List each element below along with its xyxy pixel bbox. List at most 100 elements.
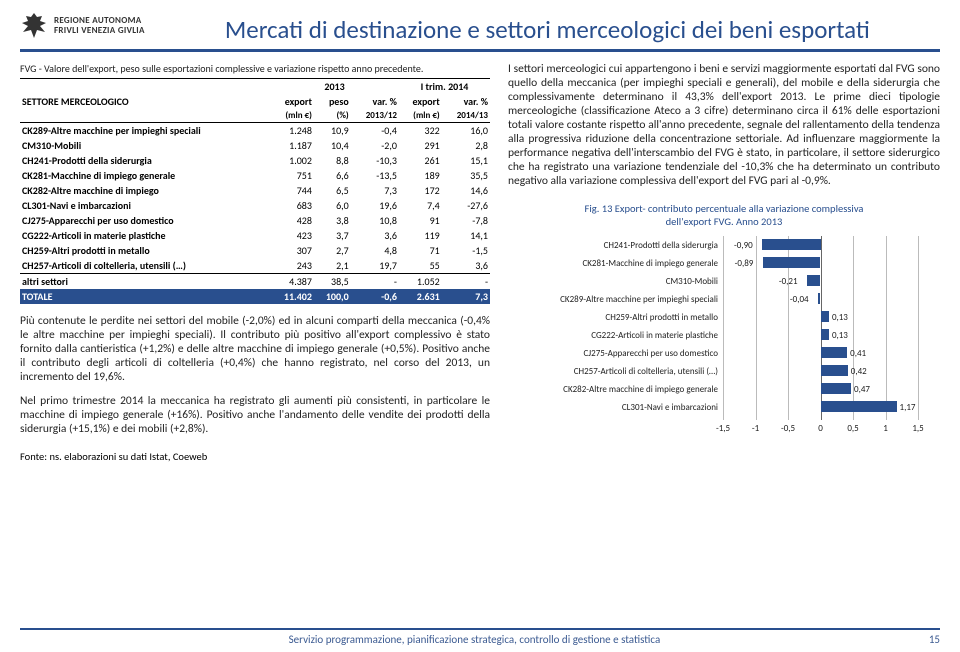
table-cell: CH259-Altri prodotti in metallo (20, 243, 270, 258)
region-name: REGIONE AUTONOMA FRIVLI VENEZIA GIVLIA (54, 16, 145, 36)
table-cell: 751 (270, 168, 314, 183)
table-cell: 322 (399, 123, 442, 139)
table-cell: 71 (399, 243, 442, 258)
x-tick-label: -1 (752, 423, 759, 434)
table-cell: 2,1 (314, 258, 351, 274)
unit-5: 2014/13 (442, 109, 490, 123)
bar-value-label: 0,42 (851, 366, 867, 377)
table-cell: 19,7 (351, 258, 399, 274)
table-cell: CM310-Mobili (20, 138, 270, 153)
chart-bar (821, 347, 848, 358)
bar-value-label: -0,04 (790, 294, 809, 305)
table-cell: -13,5 (351, 168, 399, 183)
x-tick-label: -1,5 (716, 423, 730, 434)
table-cell: -10,3 (351, 153, 399, 168)
unit-3: 2013/12 (351, 109, 399, 123)
table-cell: 261 (399, 153, 442, 168)
chart-bar (818, 293, 821, 304)
table-cell: 1.248 (270, 123, 314, 139)
chart-bar (821, 329, 829, 340)
table-row: CK289-Altre macchine per impieghi specia… (20, 123, 490, 139)
category-label: CK281-Macchine di impiego generale (508, 258, 718, 269)
table-cell: 3,6 (351, 228, 399, 243)
table-cell: 172 (399, 183, 442, 198)
left-column: FVG - Valore dell'export, peso sulle esp… (20, 62, 490, 463)
category-label: CK282-Altre macchine di impiego generale (508, 384, 718, 395)
col-var2: var. % (442, 94, 490, 109)
gridline (723, 236, 724, 420)
table-cell: 15,1 (442, 153, 490, 168)
table-cell: 3,8 (314, 213, 351, 228)
table-cell: CH241-Prodotti della siderurgia (20, 153, 270, 168)
category-label: CH241-Prodotti della siderurgia (508, 240, 718, 251)
gridline (886, 236, 887, 420)
contribution-chart: -1,5-1-0,500,511,5-0,90-0,89-0,21-0,040,… (508, 236, 940, 446)
unit-4: (mln €) (399, 109, 442, 123)
bar-value-label: -0,89 (735, 258, 754, 269)
col-sector: SETTORE MERCEOLOGICO (20, 94, 270, 109)
year-2013: 2013 (270, 79, 399, 95)
table-cell: -0,4 (351, 123, 399, 139)
figure-label-1: Fig. 13 Export- contributo percentuale a… (508, 202, 940, 215)
table-cell: 428 (270, 213, 314, 228)
table-cell: 14,6 (442, 183, 490, 198)
table-row: CK282-Altre macchine di impiego7446,57,3… (20, 183, 490, 198)
table-cell: 91 (399, 213, 442, 228)
table-cell: 16,0 (442, 123, 490, 139)
table-cell: 1.052 (399, 274, 442, 290)
table-cell: 4,8 (351, 243, 399, 258)
figure-label-2: dell'export FVG. Anno 2013 (508, 215, 940, 228)
bar-value-label: 0,47 (854, 384, 870, 395)
page-header: REGIONE AUTONOMA FRIVLI VENEZIA GIVLIA M… (20, 10, 940, 52)
table-cell: 423 (270, 228, 314, 243)
table-cell: 6,5 (314, 183, 351, 198)
table-cell: CK289-Altre macchine per impieghi specia… (20, 123, 270, 139)
eagle-icon (20, 10, 48, 42)
table-cell: -27,6 (442, 198, 490, 213)
table-cell: 10,8 (351, 213, 399, 228)
chart-bar (807, 275, 821, 286)
table-cell: CK282-Altre macchine di impiego (20, 183, 270, 198)
table-cell: 19,6 (351, 198, 399, 213)
region-line2: FRIVLI VENEZIA GIVLIA (54, 26, 145, 36)
table-cell: -0,6 (351, 289, 399, 304)
table-cell: 243 (270, 258, 314, 274)
bar-value-label: 0,13 (832, 330, 848, 341)
col-export2: export (399, 94, 442, 109)
footer-service: Servizio programmazione, pianificazione … (20, 633, 929, 646)
table-cell: -7,8 (442, 213, 490, 228)
table-cell: 55 (399, 258, 442, 274)
table-cell: 6,0 (314, 198, 351, 213)
page-footer: Servizio programmazione, pianificazione … (20, 628, 940, 646)
table-cell: 6,6 (314, 168, 351, 183)
table-cell: 744 (270, 183, 314, 198)
table-row: altri settori4.38738,5-1.052- (20, 274, 490, 290)
category-label: CH259-Altri prodotti in metallo (508, 312, 718, 323)
bar-value-label: 0,13 (832, 312, 848, 323)
table-cell: 307 (270, 243, 314, 258)
table-cell: CJ275-Apparecchi per uso domestico (20, 213, 270, 228)
bar-value-label: -0,90 (734, 240, 753, 251)
right-column: I settori merceologici cui appartengono … (508, 62, 940, 463)
table-row: TOTALE11.402100,0-0,62.6317,3 (20, 289, 490, 304)
gridline (756, 236, 757, 420)
unit-2: (%) (314, 109, 351, 123)
table-cell: CK281-Macchine di impiego generale (20, 168, 270, 183)
table-row: CM310-Mobili1.18710,4-2,02912,8 (20, 138, 490, 153)
table-cell: 10,4 (314, 138, 351, 153)
chart-bar (821, 383, 852, 394)
col-export1: export (270, 94, 314, 109)
x-tick-label: 0 (818, 423, 823, 434)
chart-bar (821, 401, 897, 412)
table-row: CH259-Altri prodotti in metallo3072,74,8… (20, 243, 490, 258)
table-cell: 100,0 (314, 289, 351, 304)
table-row: CG222-Articoli in materie plastiche4233,… (20, 228, 490, 243)
table-cell: 3,6 (442, 258, 490, 274)
table-row: CH241-Prodotti della siderurgia1.0028,8-… (20, 153, 490, 168)
category-label: CJ275-Apparecchi per uso domestico (508, 348, 718, 359)
table-cell: - (442, 274, 490, 290)
unit-1: (mln €) (270, 109, 314, 123)
source-note: Fonte: ns. elaborazioni su dati Istat, C… (20, 450, 490, 463)
table-cell: -1,5 (442, 243, 490, 258)
year-2014: I trim. 2014 (399, 79, 490, 95)
